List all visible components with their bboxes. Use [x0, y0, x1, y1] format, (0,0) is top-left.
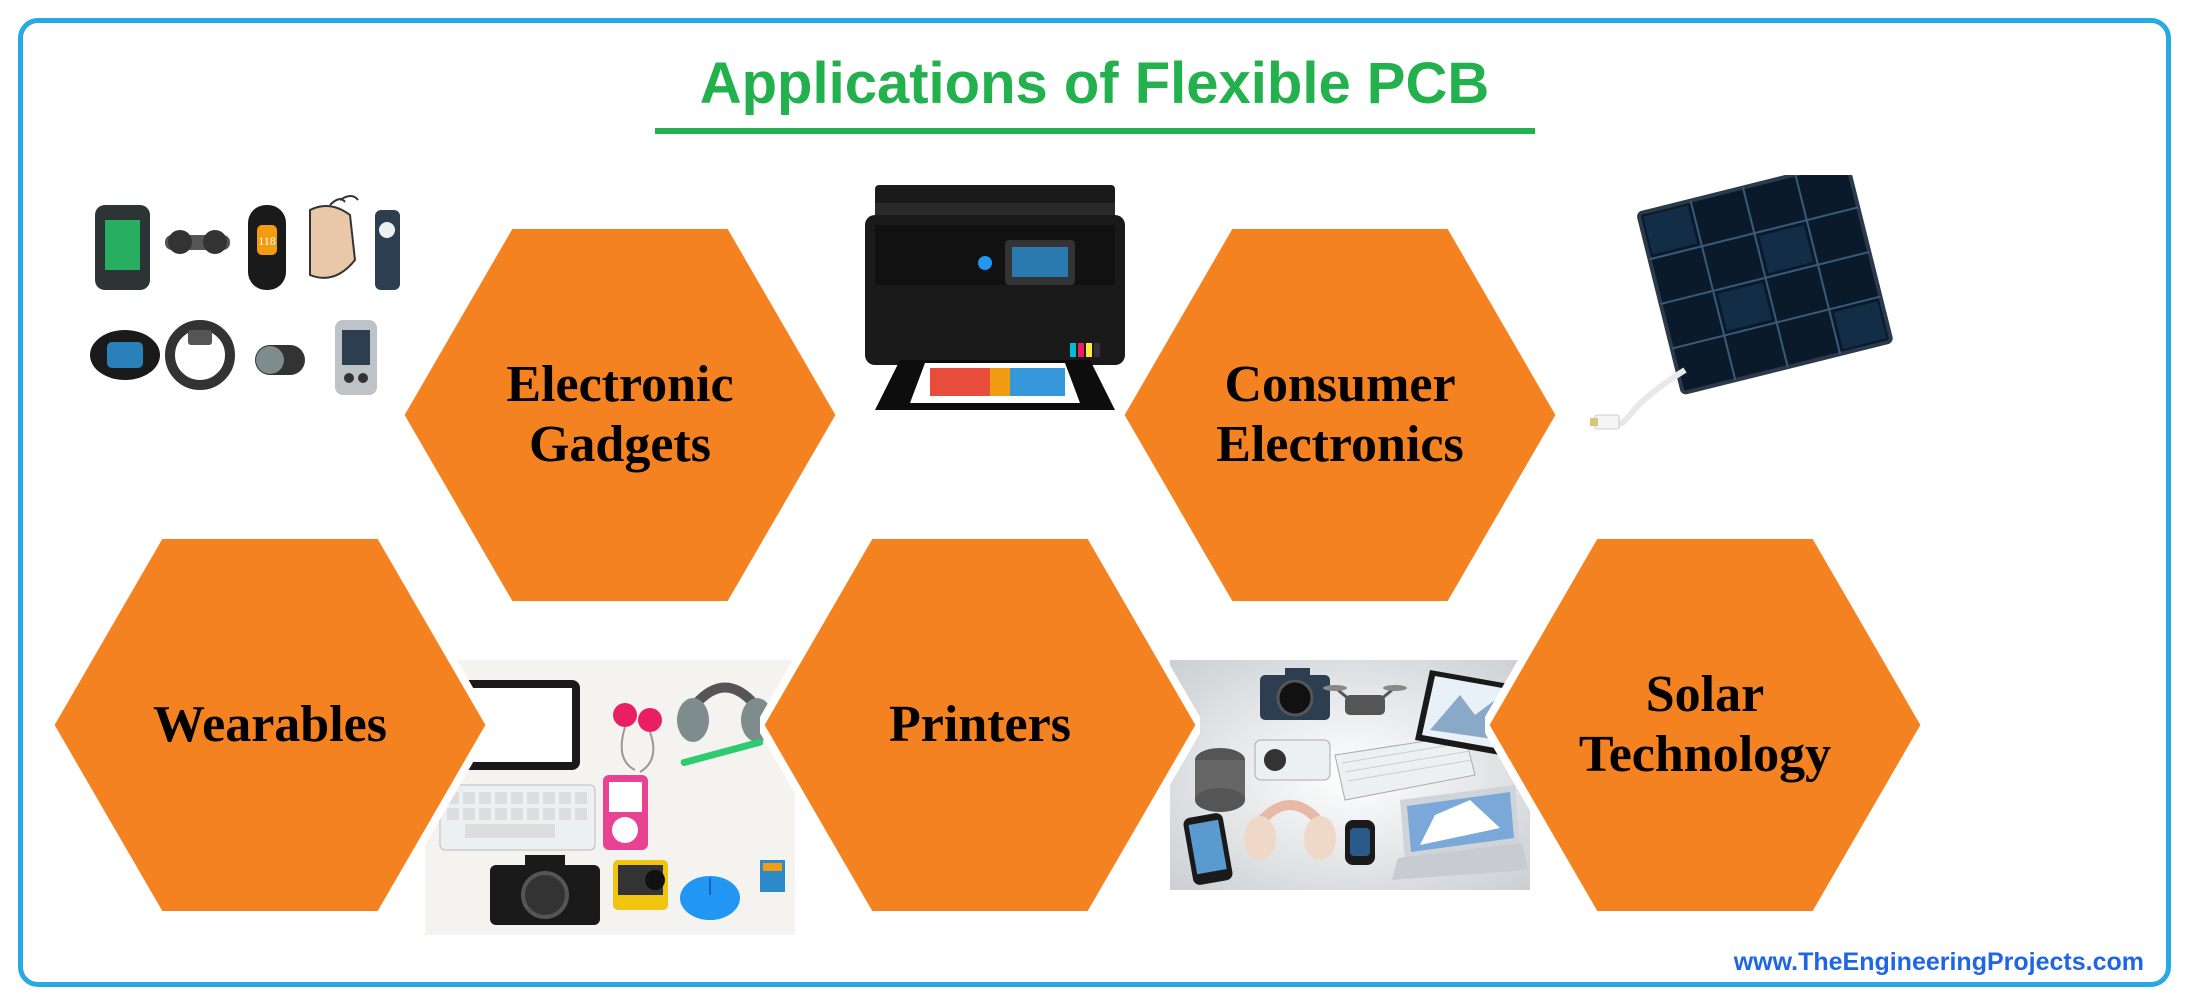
svg-text:118: 118 [258, 234, 276, 248]
hex-label-printers: Printers [859, 695, 1101, 755]
hex-label-electronic-gadgets: ElectronicGadgets [476, 355, 763, 475]
solar-panel-image [1590, 175, 1925, 440]
consumer-electronics-image [1170, 660, 1530, 890]
hex-label-wearables: Wearables [123, 695, 417, 755]
hex-solar-technology: SolarTechnology [1485, 535, 1925, 915]
wearables-image: 118 [80, 190, 410, 415]
hex-label-consumer-electronics: ConsumerElectronics [1186, 355, 1493, 475]
watermark-text: www.TheEngineeringProjects.com [1734, 948, 2144, 977]
title-underline [655, 128, 1535, 134]
diagram-title: Applications of Flexible PCB [700, 50, 1490, 117]
printer-image [830, 165, 1160, 425]
hex-label-solar-technology: SolarTechnology [1549, 665, 1861, 785]
